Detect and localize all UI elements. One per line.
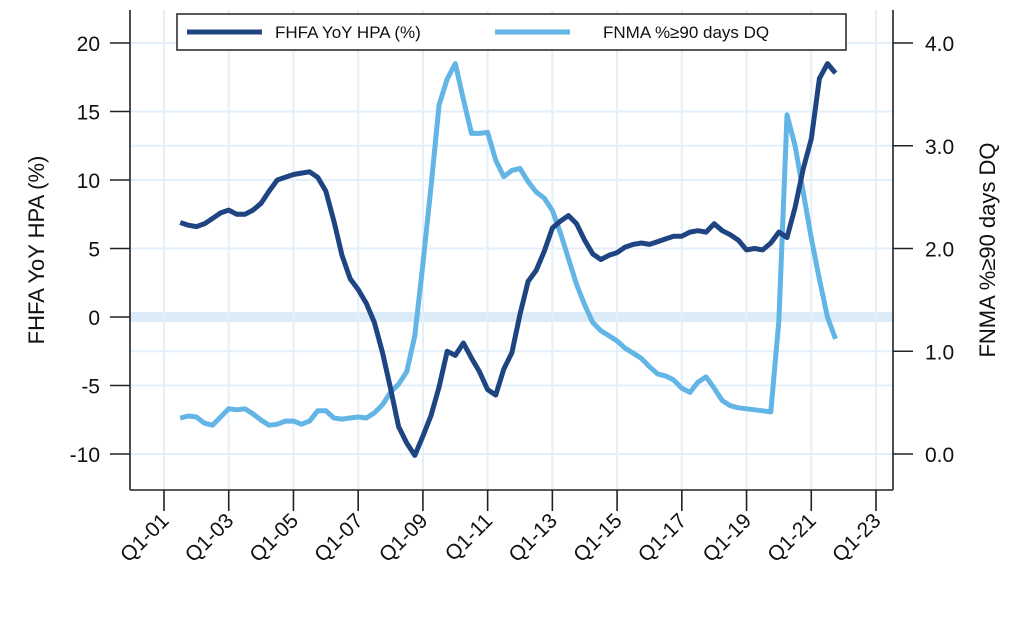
x-tick-label: Q1-09: [375, 509, 433, 567]
x-tick-label: Q1-19: [699, 509, 757, 567]
grid-layer: [130, 10, 893, 490]
x-tick-label: Q1-03: [181, 509, 239, 567]
y-tick-label-left: -10: [70, 444, 100, 467]
y-tick-label-right: 3.0: [925, 136, 954, 159]
series-layer: [179, 61, 838, 458]
y-tick-label-left: 0: [88, 307, 100, 330]
y-tick-label-right: 0.0: [925, 444, 954, 467]
legend-label-fnma: FNMA %≥90 days DQ: [603, 23, 769, 42]
y-tick-label-right: 4.0: [925, 33, 954, 56]
y-tick-label-left: 10: [77, 170, 100, 193]
x-tick-label: Q1-21: [763, 509, 821, 567]
x-tick-label: Q1-23: [828, 509, 886, 567]
legend-label-fhfa: FHFA YoY HPA (%): [275, 23, 421, 42]
y-tick-label-left: -5: [81, 376, 100, 399]
y-tick-label-left: 15: [77, 102, 100, 125]
x-tick-label: Q1-17: [634, 509, 692, 567]
legend: FHFA YoY HPA (%) FNMA %≥90 days DQ: [176, 13, 847, 51]
right-axis-title: FNMA %≥90 days DQ: [975, 142, 1000, 357]
y-tick-label-right: 2.0: [925, 239, 954, 262]
x-tick-label: Q1-11: [441, 509, 497, 565]
x-tick-label: Q1-13: [504, 509, 562, 567]
x-tick-label: Q1-05: [245, 509, 303, 567]
axes-layer: [129, 10, 894, 491]
x-tick-label: Q1-01: [116, 509, 174, 567]
series-line-fhfa: [179, 61, 838, 458]
x-tick-label: Q1-07: [310, 509, 368, 567]
left-axis-title: FHFA YoY HPA (%): [24, 156, 49, 345]
y-tick-label-left: 20: [77, 33, 100, 56]
y-tick-label-right: 1.0: [925, 341, 954, 364]
y-tick-label-left: 5: [88, 239, 100, 262]
series-line-fnma: [179, 61, 838, 428]
x-tick-label: Q1-15: [569, 509, 627, 567]
